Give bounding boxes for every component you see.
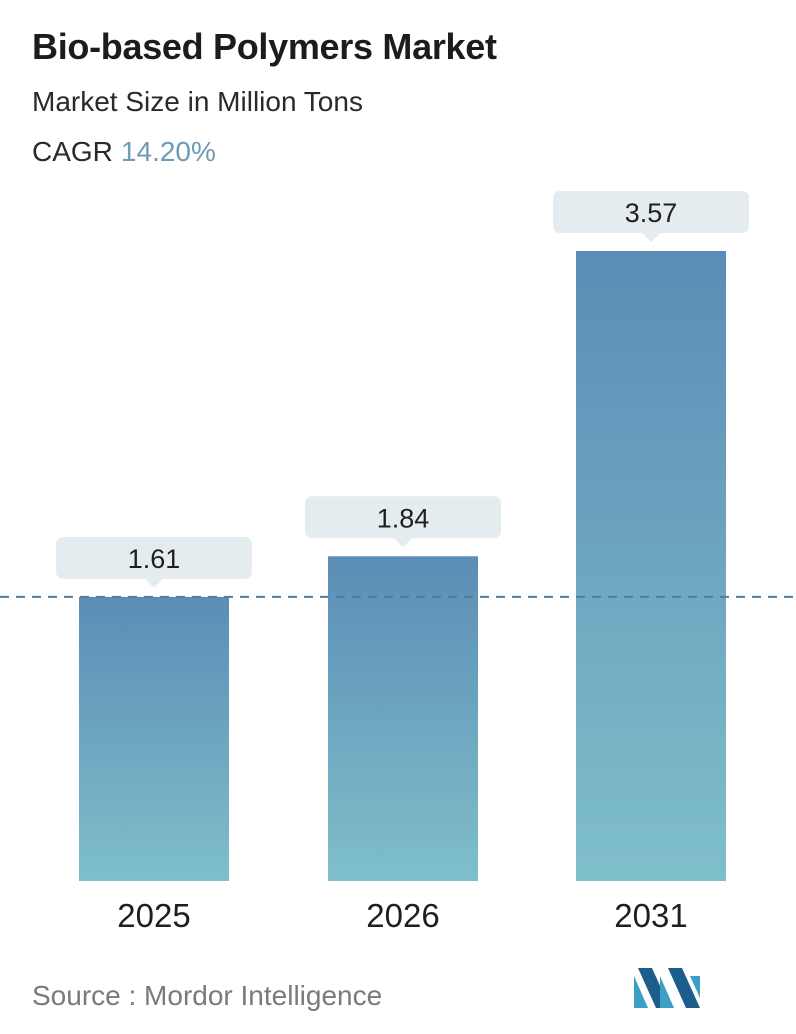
x-tick-label-2026: 2026: [366, 897, 439, 934]
value-label: 1.84: [377, 503, 430, 533]
cagr-value: 14.20%: [120, 136, 216, 167]
bars-layer: [79, 251, 726, 881]
bar-2025: [79, 596, 229, 881]
value-callout-2026: 1.84: [305, 496, 501, 548]
source-text: Source : Mordor Intelligence: [32, 980, 383, 1011]
x-tick-label-2025: 2025: [117, 897, 190, 934]
mordor-intelligence-logo-icon: [634, 968, 700, 1008]
value-callout-2031: 3.57: [553, 191, 749, 242]
x-tick-label-2031: 2031: [614, 897, 687, 934]
labels-layer: 1.61 2025 1.84 2026 3.57 2031: [56, 191, 749, 934]
bar-2026: [328, 556, 478, 881]
chart-title: Bio-based Polymers Market: [32, 26, 497, 67]
value-label: 1.61: [128, 544, 181, 574]
bar-2031: [576, 251, 726, 881]
value-callout-2025: 1.61: [56, 536, 252, 588]
cagr-label: CAGR: [32, 136, 113, 167]
chart-subtitle: Market Size in Million Tons: [32, 86, 363, 117]
cagr-line: CAGR 14.20%: [32, 136, 216, 168]
value-label: 3.57: [625, 198, 678, 228]
